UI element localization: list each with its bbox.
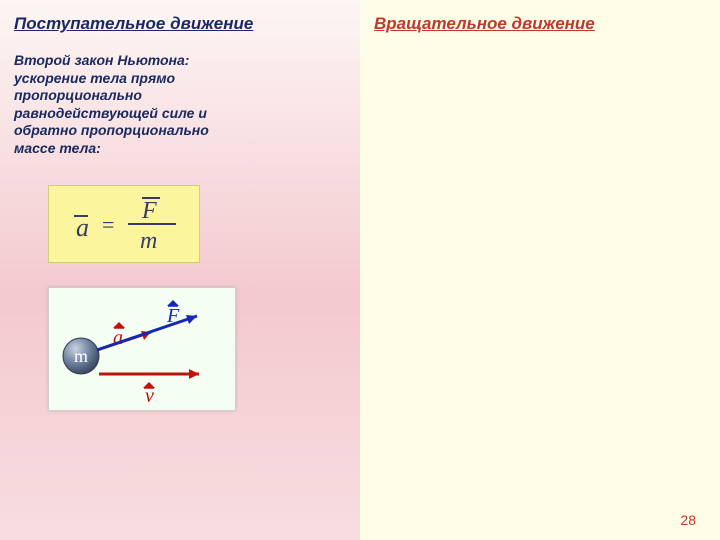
- formula-svg: a = F m: [64, 194, 184, 254]
- left-column: Поступательное движение Второй закон Нью…: [0, 0, 360, 540]
- formula-box: a = F m: [48, 185, 200, 263]
- a-label: a: [113, 327, 123, 349]
- right-column: Вращательное движение 28: [360, 0, 720, 540]
- formula-a: a: [76, 213, 89, 242]
- slide: Поступательное движение Второй закон Нью…: [0, 0, 720, 540]
- law-line: массе тела:: [14, 140, 101, 156]
- F-label: F: [166, 305, 180, 327]
- left-heading: Поступательное движение: [14, 14, 346, 34]
- law-line: Второй закон Ньютона:: [14, 52, 189, 68]
- newton-law-text: Второй закон Ньютона: ускорение тела пря…: [14, 52, 314, 157]
- mass-label: m: [74, 346, 88, 366]
- page-number: 28: [680, 512, 696, 528]
- formula-m: m: [140, 228, 157, 254]
- law-line: пропорционально: [14, 87, 142, 103]
- law-line: обратно пропорционально: [14, 122, 209, 138]
- law-line: равнодействующей силе и: [14, 105, 207, 121]
- diagram-svg: m v a F: [49, 288, 237, 412]
- right-heading: Вращательное движение: [374, 14, 706, 34]
- diagram-box: m v a F: [48, 287, 236, 411]
- formula-F: F: [141, 198, 157, 224]
- law-line: ускорение тела прямо: [14, 70, 175, 86]
- v-label: v: [145, 385, 154, 407]
- formula-eq: =: [102, 212, 114, 237]
